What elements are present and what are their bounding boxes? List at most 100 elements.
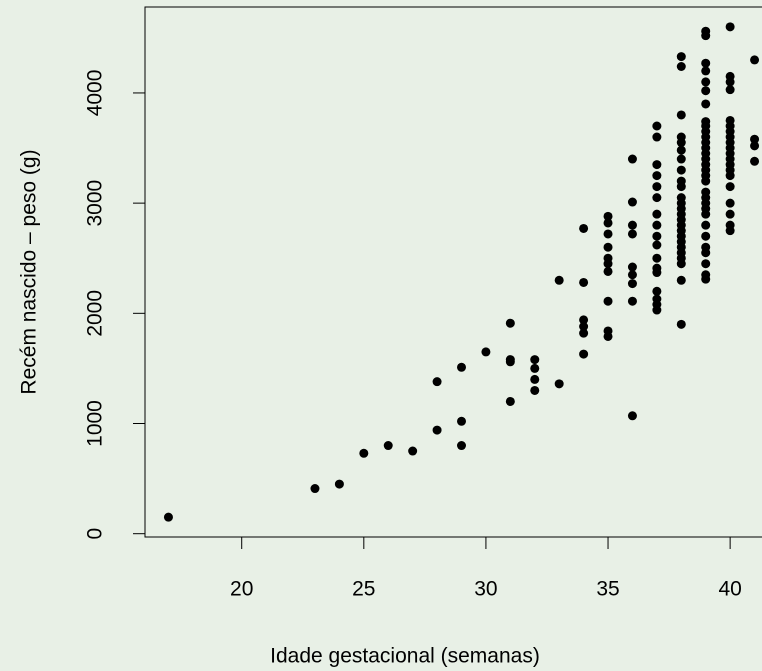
point <box>701 209 711 219</box>
point <box>627 411 637 421</box>
point <box>750 55 760 65</box>
point <box>603 218 613 228</box>
point <box>603 266 613 276</box>
point <box>725 85 735 95</box>
point <box>627 296 637 306</box>
point <box>701 99 711 109</box>
point <box>701 58 711 68</box>
point <box>652 268 662 278</box>
point <box>579 223 589 233</box>
point <box>334 479 344 489</box>
point <box>505 318 515 328</box>
point <box>627 229 637 239</box>
x-axis-label: Idade gestacional (semanas) <box>270 645 540 668</box>
point <box>627 262 637 272</box>
point <box>725 198 735 208</box>
point <box>383 441 393 451</box>
point <box>676 154 686 164</box>
point <box>652 286 662 296</box>
point <box>310 484 320 494</box>
point <box>652 160 662 170</box>
point <box>457 441 466 451</box>
point <box>701 248 711 258</box>
point <box>725 182 735 192</box>
point <box>701 259 711 269</box>
point <box>579 277 589 287</box>
point <box>701 176 711 186</box>
y-tick-label: 3000 <box>84 180 107 227</box>
point <box>725 22 735 32</box>
point <box>627 270 637 280</box>
point <box>408 446 418 456</box>
point <box>652 182 662 192</box>
point <box>627 279 637 289</box>
point <box>505 357 515 367</box>
point <box>457 416 466 426</box>
point <box>603 242 613 252</box>
x-tick-label: 25 <box>352 578 375 601</box>
point <box>359 448 369 458</box>
point <box>457 362 466 372</box>
point <box>579 315 589 325</box>
point <box>725 77 735 87</box>
point <box>725 171 735 181</box>
point <box>627 220 637 230</box>
point <box>676 319 686 329</box>
point <box>579 328 589 338</box>
point <box>505 396 515 406</box>
point <box>676 275 686 285</box>
point <box>652 240 662 250</box>
point <box>725 226 735 236</box>
point <box>627 154 637 164</box>
point <box>163 512 173 522</box>
point <box>652 305 662 315</box>
point <box>676 52 686 62</box>
point <box>725 209 735 219</box>
point <box>603 296 613 306</box>
point <box>652 193 662 203</box>
point <box>603 331 613 341</box>
point <box>701 66 711 76</box>
point <box>676 62 686 72</box>
point <box>554 379 564 389</box>
point <box>701 86 711 96</box>
point <box>676 259 686 269</box>
point <box>701 220 711 230</box>
point <box>554 275 564 285</box>
y-tick-label: 2000 <box>84 290 107 337</box>
point <box>701 77 711 87</box>
point <box>676 182 686 192</box>
point <box>627 197 637 207</box>
x-tick-label: 20 <box>230 578 253 601</box>
point <box>530 374 540 384</box>
plot-frame <box>144 6 762 538</box>
point <box>432 377 442 387</box>
point <box>579 322 589 332</box>
point <box>676 110 686 120</box>
point <box>652 209 662 219</box>
point <box>530 355 540 365</box>
point <box>701 31 711 41</box>
x-tick-label: 30 <box>474 578 497 601</box>
point <box>603 259 613 269</box>
x-tick-label: 40 <box>718 578 741 601</box>
point <box>701 274 711 284</box>
point <box>750 141 760 151</box>
point <box>530 385 540 395</box>
point <box>579 349 589 359</box>
point <box>652 171 662 181</box>
point <box>750 134 760 144</box>
point <box>652 121 662 131</box>
y-tick-label: 4000 <box>84 70 107 117</box>
point <box>652 253 662 263</box>
point <box>652 231 662 241</box>
x-tick-label: 35 <box>596 578 619 601</box>
point <box>652 132 662 142</box>
point <box>530 363 540 373</box>
y-axis-label: Recém nascido – peso (g) <box>18 149 41 394</box>
y-tick-label: 0 <box>84 528 107 540</box>
point <box>676 165 686 175</box>
point <box>603 229 613 239</box>
point <box>603 211 613 221</box>
